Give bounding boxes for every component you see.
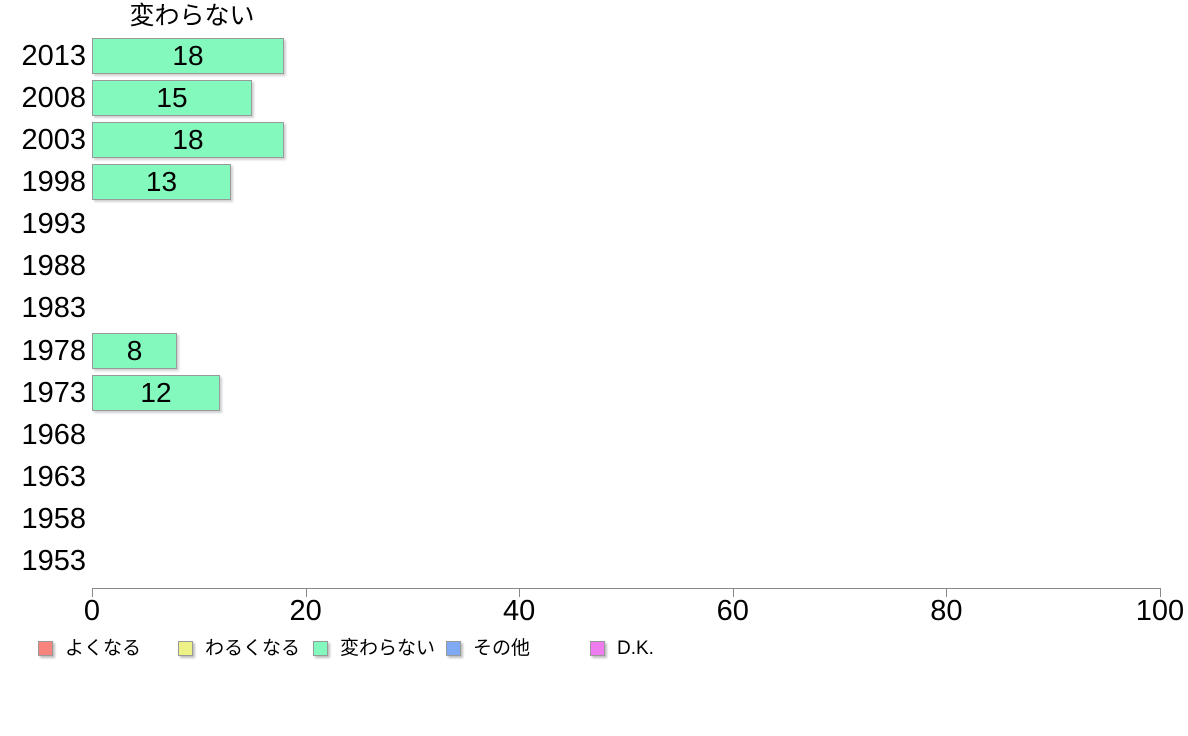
legend-swatch-icon — [38, 641, 53, 656]
bar-value-label: 18 — [172, 40, 204, 71]
legend-label: 変わらない — [340, 638, 436, 659]
y-axis-label: 1998 — [21, 166, 86, 199]
legend-swatch-icon — [446, 641, 461, 656]
legend-label: その他 — [473, 638, 531, 659]
bar-value-label: 12 — [140, 376, 172, 408]
x-axis-tick — [732, 588, 734, 597]
y-axis-label: 1983 — [21, 292, 86, 325]
y-axis-label: 1953 — [21, 544, 86, 577]
bar-value-label: 8 — [126, 334, 143, 366]
bar: 18 — [92, 38, 284, 74]
y-axis-label: 2008 — [21, 82, 86, 115]
x-axis-tick-label: 20 — [289, 595, 322, 627]
bar: 18 — [92, 122, 284, 159]
x-axis-tick-label: 100 — [1135, 595, 1185, 627]
x-axis-tick-label: 0 — [83, 595, 101, 627]
legend-swatch-icon — [313, 641, 328, 656]
y-axis-label: 1963 — [21, 460, 86, 493]
bar-value-label: 18 — [172, 124, 204, 156]
legend-swatch-icon — [178, 641, 193, 656]
bar: 8 — [92, 332, 177, 369]
y-axis-label: 1973 — [21, 376, 86, 409]
x-axis-tick-label: 60 — [716, 595, 749, 627]
x-axis-tick — [1160, 588, 1161, 597]
y-axis-label: 2013 — [21, 40, 86, 72]
y-axis-label: 2003 — [21, 124, 86, 157]
chart-title: 変わらない — [129, 2, 255, 30]
x-axis-line — [92, 588, 1160, 589]
y-axis-label: 1993 — [21, 208, 86, 241]
bar: 12 — [92, 374, 220, 411]
y-axis-label: 1988 — [21, 250, 86, 283]
x-axis-tick — [305, 588, 307, 597]
bar: 15 — [92, 80, 252, 117]
bar-value-label: 15 — [156, 82, 188, 114]
legend-label: D.K. — [617, 638, 654, 659]
bar-value-label: 13 — [145, 166, 178, 198]
y-axis-label: 1978 — [21, 334, 86, 367]
x-axis-tick-label: 40 — [503, 595, 536, 627]
y-axis-label: 1958 — [21, 502, 86, 535]
y-axis-label: 1968 — [21, 418, 86, 451]
bar: 13 — [92, 164, 231, 201]
x-axis-tick — [92, 588, 93, 597]
x-axis-tick-label: 80 — [930, 595, 963, 627]
x-axis-tick — [519, 588, 521, 597]
legend-label: わるくなる — [205, 638, 301, 659]
legend-swatch-icon — [590, 641, 605, 656]
x-axis-tick — [946, 588, 948, 597]
legend-label: よくなる — [65, 638, 142, 659]
